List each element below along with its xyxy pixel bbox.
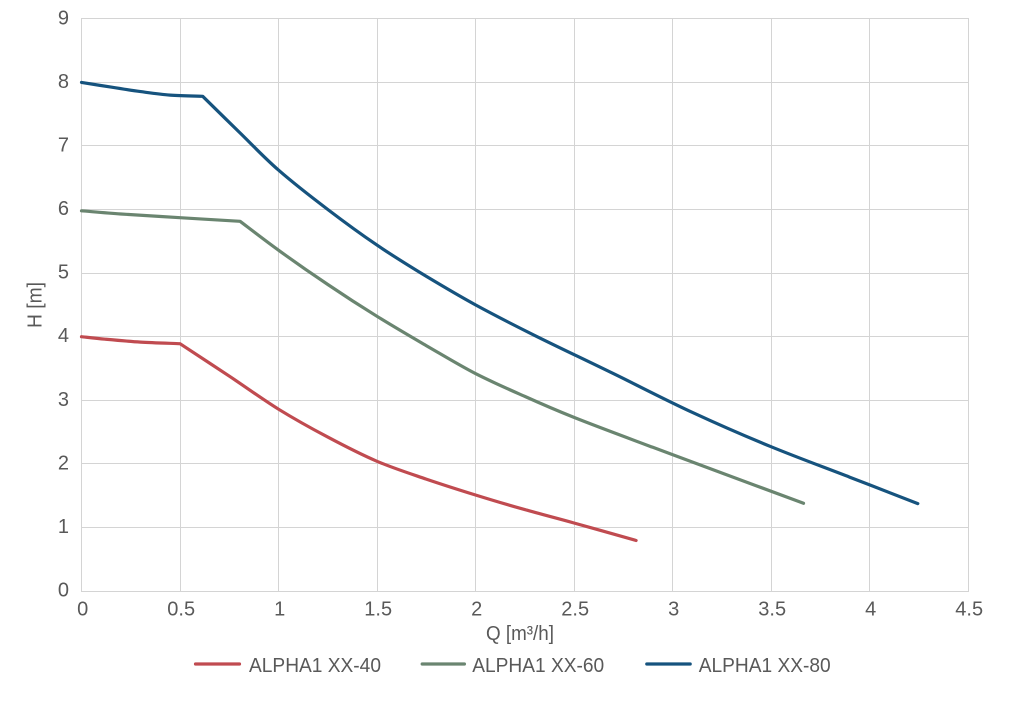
svg-text:2: 2 [471, 599, 482, 621]
svg-text:0: 0 [77, 599, 88, 621]
svg-text:ALPHA1 XX-80: ALPHA1 XX-80 [699, 654, 831, 677]
svg-text:ALPHA1 XX-40: ALPHA1 XX-40 [249, 654, 381, 677]
svg-text:1: 1 [58, 516, 69, 538]
svg-text:ALPHA1 XX-60: ALPHA1 XX-60 [472, 654, 604, 677]
svg-text:9: 9 [58, 7, 69, 29]
svg-text:3: 3 [668, 599, 679, 621]
svg-text:0.5: 0.5 [167, 599, 195, 621]
svg-text:4: 4 [865, 599, 876, 621]
svg-text:H [m]: H [m] [25, 282, 47, 328]
svg-text:4.5: 4.5 [955, 599, 983, 621]
svg-text:3: 3 [58, 389, 69, 411]
svg-text:6: 6 [58, 198, 69, 220]
svg-text:4: 4 [58, 325, 69, 347]
svg-text:7: 7 [58, 134, 69, 156]
svg-text:0: 0 [58, 580, 69, 602]
svg-text:2: 2 [58, 452, 69, 474]
svg-text:1.5: 1.5 [364, 599, 392, 621]
svg-text:1: 1 [274, 599, 285, 621]
svg-text:5: 5 [58, 262, 69, 284]
svg-text:Q [m³/h]: Q [m³/h] [486, 623, 554, 645]
svg-text:2.5: 2.5 [561, 599, 589, 621]
svg-text:3.5: 3.5 [758, 599, 786, 621]
svg-text:8: 8 [58, 71, 69, 93]
